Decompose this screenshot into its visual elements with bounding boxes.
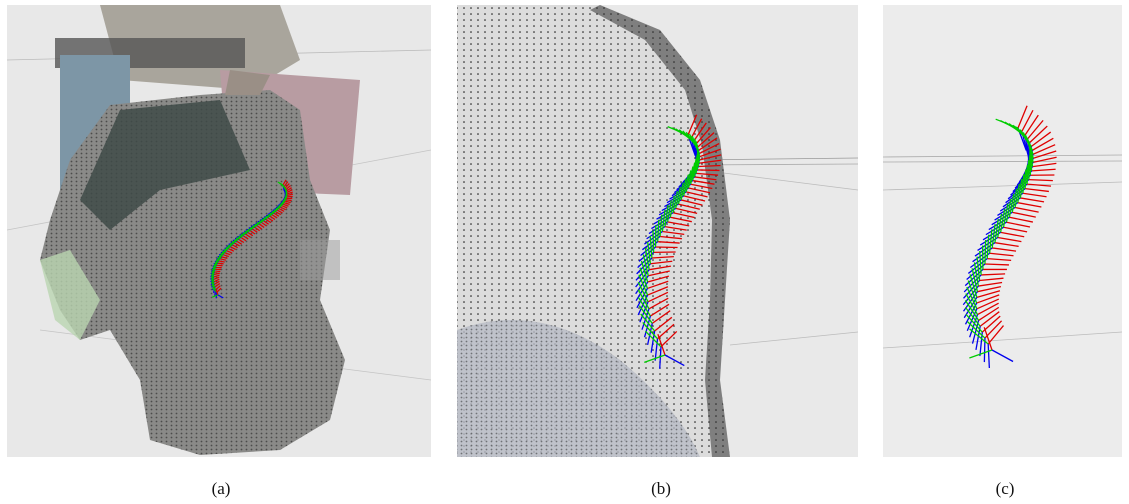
frame-axis: [985, 240, 986, 264]
frame-axis: [286, 200, 292, 201]
figure: (a) (b) (c): [0, 0, 1129, 504]
panel-label: (b): [651, 479, 671, 498]
panel-a-image: [7, 5, 431, 457]
panel-c-image: [883, 5, 1122, 457]
frame-axis: [218, 257, 219, 263]
frame-axis: [1029, 156, 1030, 180]
frame-axis: [214, 264, 215, 270]
frame-axis: [653, 230, 654, 252]
panel-label: (a): [212, 479, 231, 498]
frame-axis: [218, 263, 224, 264]
frame-axis: [656, 247, 678, 248]
panel-label: (c): [996, 479, 1015, 498]
frame-axis: [698, 170, 720, 171]
